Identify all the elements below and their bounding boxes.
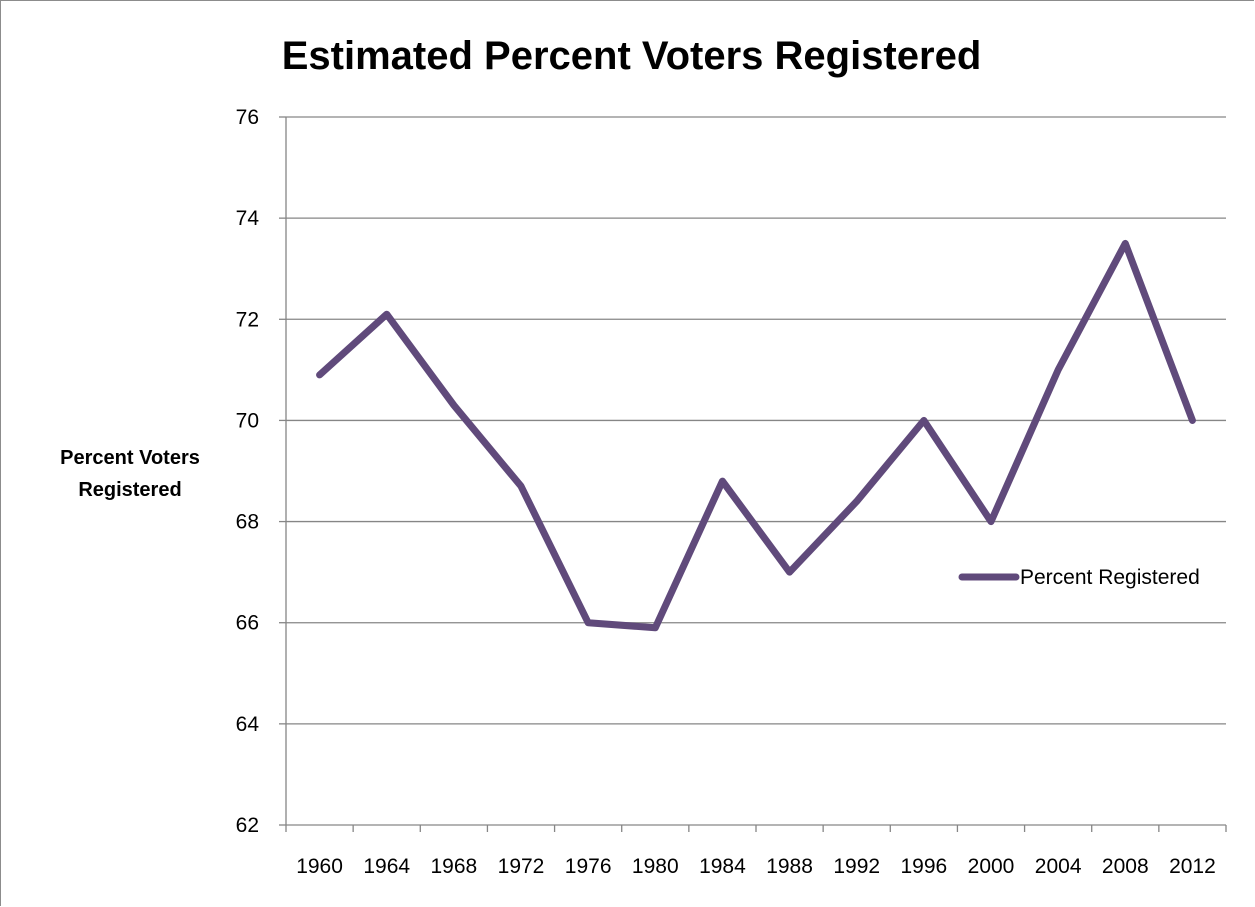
chart-title: Estimated Percent Voters Registered bbox=[281, 34, 982, 78]
x-tick-label: 1972 bbox=[498, 855, 545, 878]
y-axis-label: Percent Voters Registered bbox=[30, 442, 230, 506]
y-tick-label: 76 bbox=[236, 106, 259, 129]
y-axis-label-line-2: Registered bbox=[78, 479, 182, 501]
x-tick-label: 1988 bbox=[766, 855, 813, 878]
x-tick-label: 1976 bbox=[565, 855, 612, 878]
x-tick-label: 2000 bbox=[968, 855, 1015, 878]
y-tick-label: 66 bbox=[236, 612, 259, 635]
series-line bbox=[316, 239, 1196, 632]
y-axis-label-line-1: Percent Voters bbox=[60, 447, 200, 469]
y-tick-label: 72 bbox=[236, 308, 259, 331]
series bbox=[316, 239, 1196, 632]
x-tick-label: 1996 bbox=[900, 855, 947, 878]
y-tick-label: 74 bbox=[236, 207, 260, 230]
x-tick-label: 1968 bbox=[430, 855, 477, 878]
x-tick-label: 1964 bbox=[363, 855, 410, 878]
legend: Percent Registered bbox=[958, 566, 1200, 589]
gridlines bbox=[286, 116, 1226, 725]
y-tick-labels: 62 64 66 68 70 72 74 76 bbox=[236, 106, 260, 837]
x-tick-label: 1992 bbox=[833, 855, 880, 878]
x-tick-label: 1984 bbox=[699, 855, 746, 878]
x-tick-label: 1960 bbox=[296, 855, 343, 878]
y-tick-label: 70 bbox=[236, 409, 259, 432]
y-tick-label: 64 bbox=[236, 713, 260, 736]
x-tick-label: 1980 bbox=[632, 855, 679, 878]
x-tick-label: 2004 bbox=[1035, 855, 1082, 878]
x-tick-labels: 1960 1964 1968 1972 1976 1980 1984 1988 1992 1996… bbox=[296, 855, 1216, 878]
x-tick-label: 2012 bbox=[1169, 855, 1216, 878]
x-tick-label: 2008 bbox=[1102, 855, 1149, 878]
y-tick-label: 62 bbox=[236, 814, 259, 837]
axes bbox=[279, 116, 1227, 832]
y-tick-label: 68 bbox=[236, 511, 259, 534]
legend-label: Percent Registered bbox=[1020, 566, 1200, 589]
